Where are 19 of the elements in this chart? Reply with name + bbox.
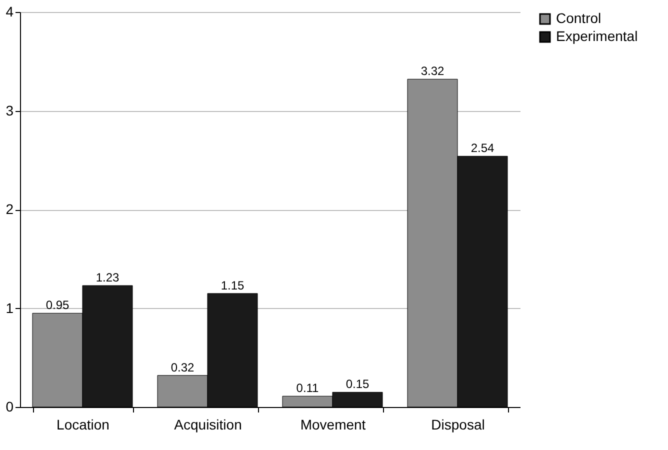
y-tick-label: 2 xyxy=(6,201,14,217)
x-tick-label: Disposal xyxy=(431,416,485,432)
data-label: 1.15 xyxy=(220,278,244,292)
x-tick-label: Acquisition xyxy=(174,416,242,432)
data-label: 0.11 xyxy=(296,381,320,396)
x-tick-label: Movement xyxy=(300,416,366,432)
y-tick-label: 1 xyxy=(6,300,14,316)
y-tick-label: 3 xyxy=(6,102,14,118)
data-label: 0.32 xyxy=(170,360,194,374)
data-label: 3.32 xyxy=(420,64,444,78)
x-tick-label: Location xyxy=(56,416,110,432)
legend-label: Control xyxy=(556,10,602,26)
y-tick-label: 0 xyxy=(6,398,14,414)
data-label: 0.95 xyxy=(46,298,70,312)
data-label: 1.23 xyxy=(96,270,120,285)
data-label: 2.54 xyxy=(470,141,494,156)
y-tick-label: 4 xyxy=(6,4,14,20)
legend-label: Experimental xyxy=(556,28,638,44)
data-label: 0.15 xyxy=(346,377,370,392)
